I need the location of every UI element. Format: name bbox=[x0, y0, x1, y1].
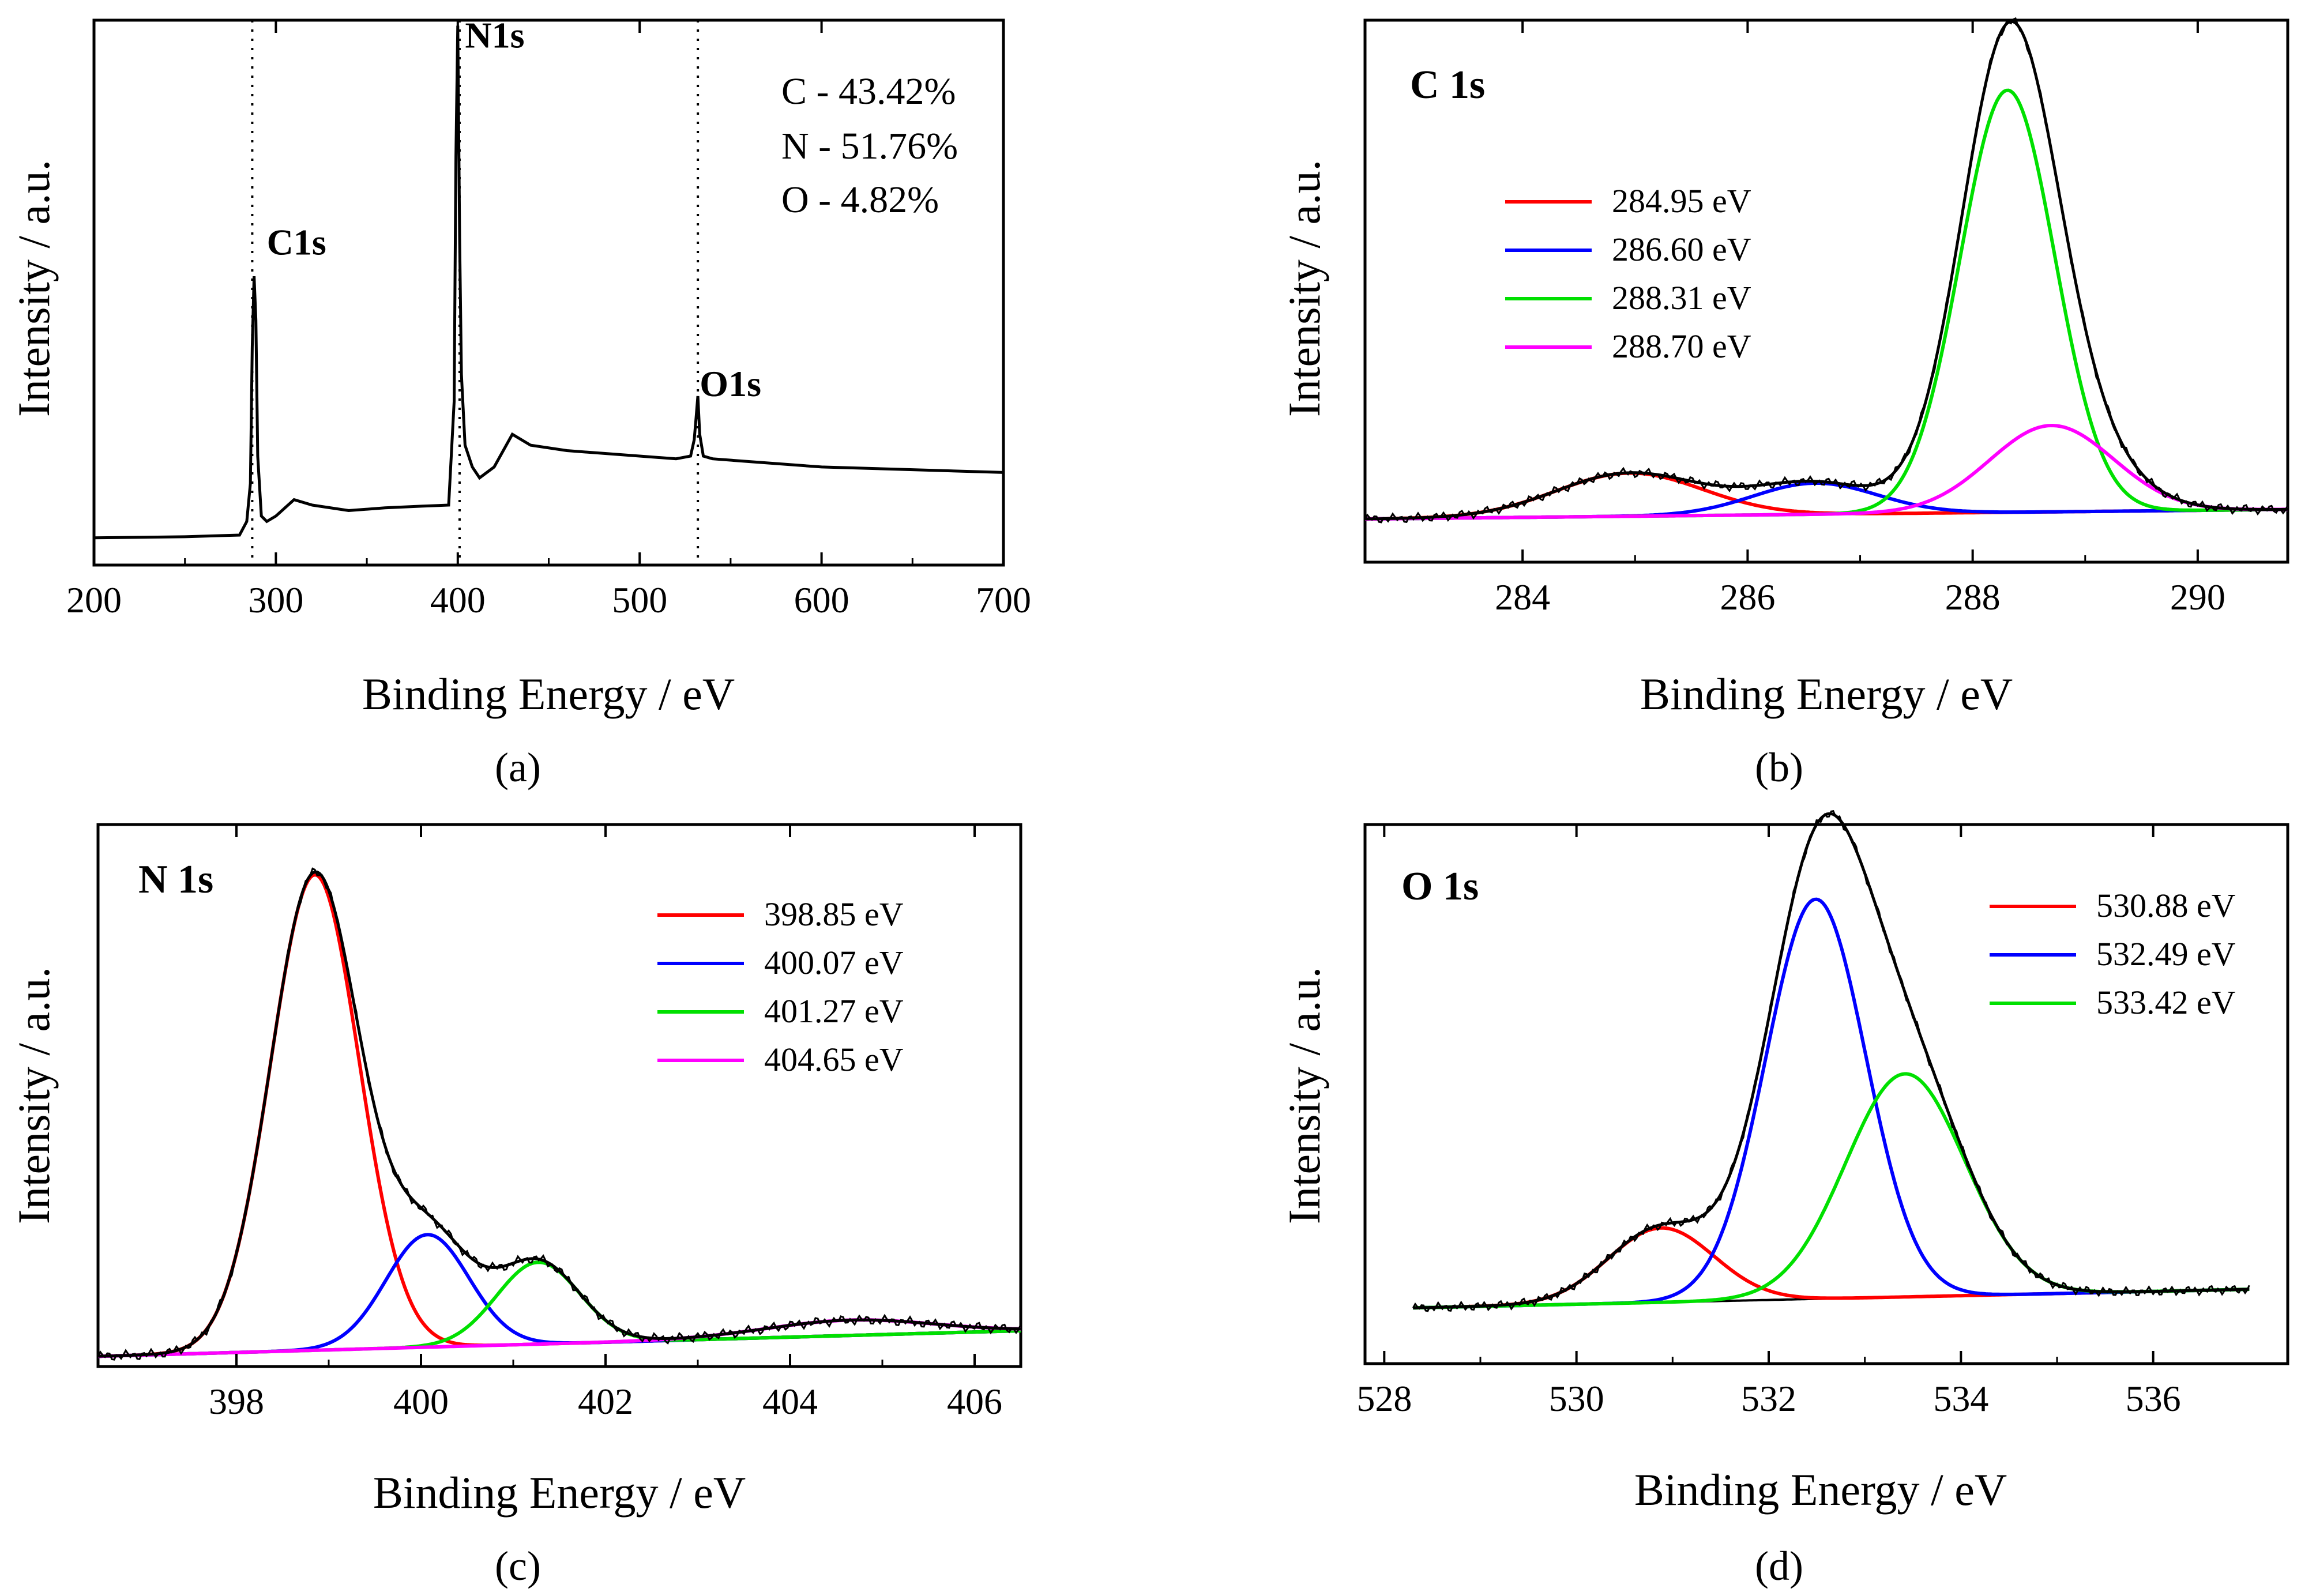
panel-b-plot bbox=[1364, 17, 2289, 524]
x-tick-label: 536 bbox=[2126, 1378, 2181, 1419]
x-tick-label: 400 bbox=[430, 579, 486, 620]
x-tick-label: 402 bbox=[578, 1381, 633, 1422]
panel-a-xlabel: Binding Energy / eV bbox=[362, 669, 735, 719]
panel-d-plot bbox=[1412, 810, 2250, 1312]
x-tick-label: 532 bbox=[1741, 1378, 1796, 1419]
panel-a: C1s N1s O1s 200 300 400 500 600 700 Intensity /… bbox=[9, 14, 1031, 791]
panel-b-title: C 1s bbox=[1410, 63, 1485, 107]
x-tick-label: 300 bbox=[248, 579, 303, 620]
panel-b-caption: (b) bbox=[1755, 744, 1803, 791]
panel-d-title: O 1s bbox=[1401, 864, 1479, 909]
panel-b-legend: 284.95 eV 286.60 eV 288.31 eV 288.70 eV bbox=[1505, 182, 1751, 365]
x-tick-label: 404 bbox=[762, 1381, 818, 1422]
legend-label: 286.60 eV bbox=[1612, 231, 1751, 268]
panel-a-composition-c: C - 43.42% bbox=[781, 70, 956, 112]
x-tick-label: 286 bbox=[1720, 577, 1775, 618]
panel-a-caption: (a) bbox=[495, 744, 541, 791]
panel-a-plot: C1s N1s O1s bbox=[93, 14, 1004, 565]
panel-b: 284 286 288 290 C 1s 284.95 eV 286.60 eV 288.… bbox=[1279, 17, 2289, 791]
legend-label: 284.95 eV bbox=[1612, 182, 1751, 220]
panel-a-ylabel: Intensity / a.u. bbox=[9, 160, 59, 417]
x-tick-label: 200 bbox=[66, 579, 122, 620]
panel-b-xlabel: Binding Energy / eV bbox=[1640, 669, 2013, 719]
x-tick-label: 500 bbox=[612, 579, 667, 620]
legend-label: 398.85 eV bbox=[764, 895, 904, 933]
x-tick-label: 288 bbox=[1945, 577, 2001, 618]
x-tick-label: 290 bbox=[2170, 577, 2225, 618]
panel-a-ticks: 200 300 400 500 600 700 bbox=[66, 20, 1031, 620]
survey-spectrum-line bbox=[93, 25, 1004, 540]
panel-c-title: N 1s bbox=[138, 857, 213, 902]
x-tick-label: 406 bbox=[947, 1381, 1002, 1422]
legend-label: 532.49 eV bbox=[2096, 935, 2236, 973]
legend-label: 400.07 eV bbox=[764, 944, 904, 981]
measured-line bbox=[1412, 810, 2250, 1312]
panel-d-xlabel: Binding Energy / eV bbox=[1634, 1465, 2007, 1515]
panel-a-composition-n: N - 51.76% bbox=[781, 125, 958, 167]
panel-c-legend: 398.85 eV 400.07 eV 401.27 eV 404.65 eV bbox=[657, 895, 904, 1078]
panel-c-ylabel: Intensity / a.u. bbox=[9, 967, 59, 1224]
panel-d-ylabel: Intensity / a.u. bbox=[1279, 967, 1329, 1224]
panel-d-legend: 530.88 eV 532.49 eV 533.42 eV bbox=[1990, 887, 2236, 1021]
panel-c-xlabel: Binding Energy / eV bbox=[373, 1467, 746, 1518]
panel-d-ticks: 528 530 532 534 536 bbox=[1356, 825, 2181, 1419]
panel-d-caption: (d) bbox=[1755, 1543, 1803, 1589]
x-tick-label: 700 bbox=[976, 579, 1031, 620]
panel-b-frame bbox=[1363, 18, 2289, 564]
panel-b-ticks: 284 286 288 290 bbox=[1495, 20, 2225, 618]
component-peak-line bbox=[1365, 423, 2288, 521]
x-tick-label: 530 bbox=[1549, 1378, 1604, 1419]
x-tick-label: 600 bbox=[794, 579, 849, 620]
panel-c-caption: (c) bbox=[495, 1543, 541, 1589]
panel-d-frame bbox=[1363, 823, 2289, 1365]
panel-a-composition-o: O - 4.82% bbox=[781, 179, 939, 221]
panel-c: 398 400 402 404 406 N 1s 398.85 eV 400.07 eV 4… bbox=[9, 823, 1022, 1589]
measured-line bbox=[1364, 17, 2289, 524]
x-tick-label: 398 bbox=[209, 1381, 264, 1422]
peak-label: O1s bbox=[700, 363, 761, 404]
legend-label: 530.88 eV bbox=[2096, 887, 2236, 924]
legend-label: 288.70 eV bbox=[1612, 328, 1751, 365]
x-tick-label: 400 bbox=[393, 1381, 449, 1422]
x-tick-label: 528 bbox=[1356, 1378, 1412, 1419]
panel-c-ticks: 398 400 402 404 406 bbox=[209, 825, 1002, 1422]
panel-c-frame bbox=[96, 823, 1022, 1368]
x-tick-label: 534 bbox=[1933, 1378, 1988, 1419]
peak-label: C1s bbox=[267, 221, 326, 262]
legend-label: 401.27 eV bbox=[764, 992, 904, 1030]
x-tick-label: 284 bbox=[1495, 577, 1550, 618]
legend-label: 288.31 eV bbox=[1612, 279, 1751, 317]
measured-line bbox=[97, 867, 1022, 1361]
panel-c-plot bbox=[97, 867, 1022, 1361]
legend-label: 533.42 eV bbox=[2096, 984, 2236, 1021]
legend-label: 404.65 eV bbox=[764, 1041, 904, 1078]
panel-b-ylabel: Intensity / a.u. bbox=[1279, 160, 1329, 417]
peak-label: N1s bbox=[465, 14, 524, 55]
